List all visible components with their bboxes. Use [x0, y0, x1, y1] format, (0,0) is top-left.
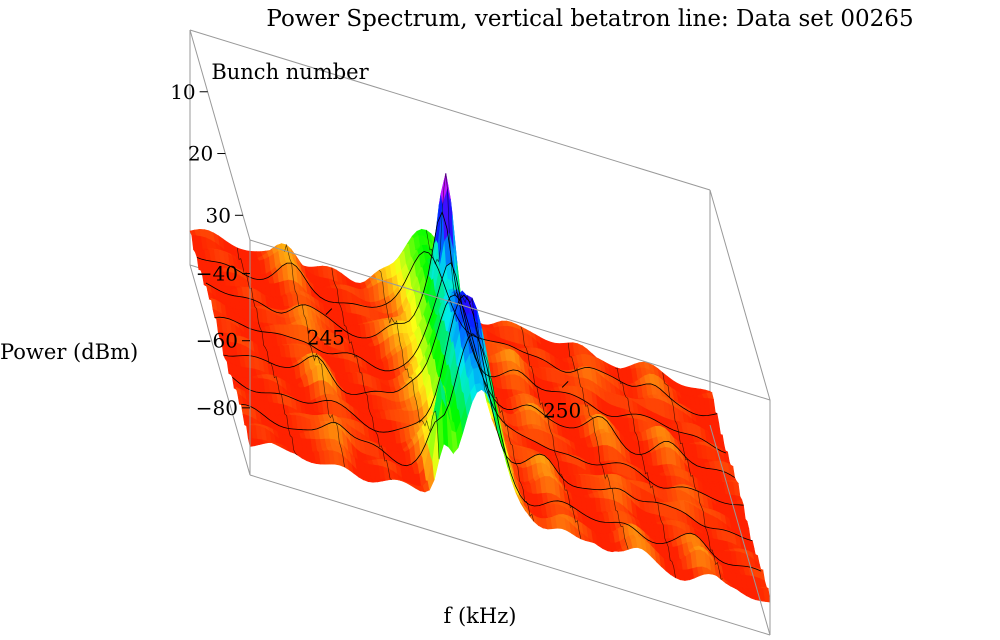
z-axis-label: Power (dBm) [0, 340, 138, 364]
y-tick-label: 10 [170, 80, 195, 104]
chart-title: Power Spectrum, vertical betatron line: … [266, 6, 913, 32]
y-axis-label: Bunch number [211, 60, 369, 84]
x-tick-label: 245 [307, 326, 345, 350]
z-tick-label: −80 [196, 396, 238, 420]
box-edge [709, 189, 771, 401]
y-tick-label: 20 [188, 142, 213, 166]
z-tick-label: −60 [196, 329, 238, 353]
z-tick-label: −40 [196, 262, 238, 286]
y-tick-label: 30 [205, 203, 230, 227]
x-tick-label: 250 [543, 398, 581, 422]
x-axis-label: f (kHz) [444, 604, 517, 628]
box-edge [189, 29, 251, 241]
spectrum-surface [189, 173, 771, 603]
box-edge [189, 29, 711, 191]
